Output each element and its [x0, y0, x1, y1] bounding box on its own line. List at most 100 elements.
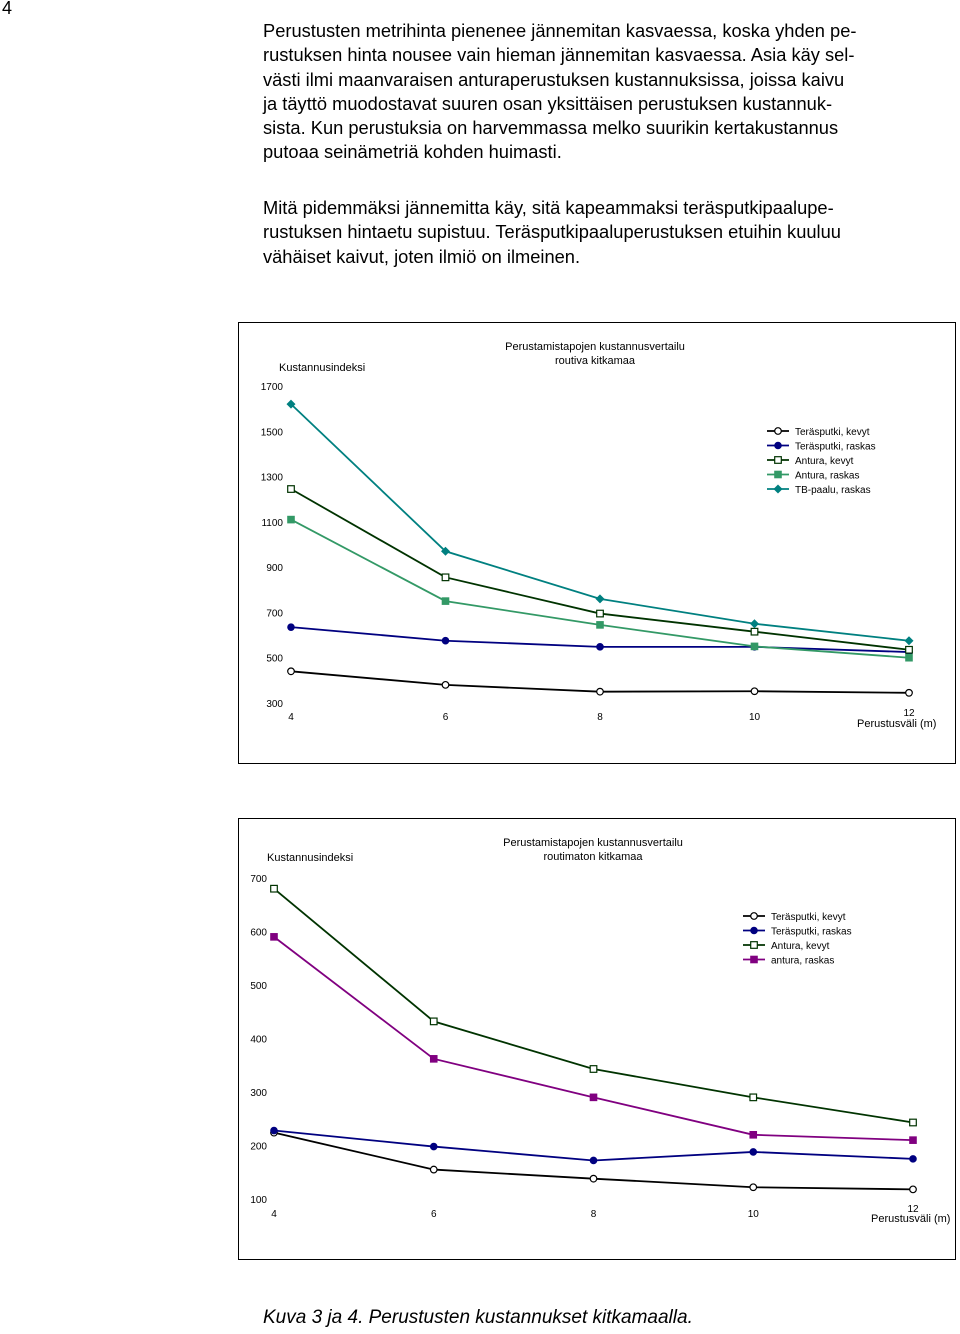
legend-marker [774, 427, 782, 435]
y-tick-label: 400 [250, 1035, 267, 1046]
data-point [596, 643, 604, 651]
legend-label: Antura, kevyt [771, 941, 830, 952]
paragraph-2-line: Mitä pidemmäksi jännemitta käy, sitä kap… [263, 197, 834, 218]
y-axis-label: Kustannusindeksi [267, 852, 353, 864]
data-point [429, 1142, 438, 1151]
x-tick-label: 4 [288, 712, 294, 723]
series-line [290, 518, 910, 659]
chart-subtitle: routimaton kitkamaa [543, 851, 643, 863]
data-point [909, 1185, 917, 1194]
legend-marker [750, 926, 758, 935]
data-point [589, 1093, 598, 1102]
chart-svg: Perustamistapojen kustannusvertailu routi… [261, 341, 937, 730]
data-point [287, 623, 295, 631]
data-point [909, 1118, 917, 1127]
legend-label: Teräsputki, kevyt [771, 912, 846, 923]
y-tick-label: 600 [250, 928, 267, 939]
chart-title: Perustamistapojen kustannusvertailu [505, 341, 685, 353]
paragraph-1-line: putoaa seinämetriä kohden huimasti. [263, 141, 562, 163]
data-point [286, 399, 296, 409]
data-point [429, 1165, 438, 1174]
data-point [749, 1148, 758, 1156]
figure-caption: Kuva 3 ja 4. Perustusten kustannukset ki… [263, 1307, 693, 1328]
cost-chart-non-frost: Perustamistapojen kustannusvertailu routi… [238, 818, 956, 1260]
legend-marker [774, 470, 782, 479]
series-line [273, 888, 914, 1124]
paragraph-1: Perustusten metrihinta pienenee jännemit… [263, 19, 953, 165]
paragraph-1-line: Perustusten metrihinta pienenee jännemit… [263, 20, 857, 41]
data-point [589, 1065, 598, 1073]
y-tick-label: 300 [250, 1088, 267, 1099]
data-point [270, 1126, 278, 1135]
legend-marker [774, 456, 782, 464]
data-point [749, 619, 760, 629]
paragraph-2-line: vähäiset kaivut, joten ilmiö on ilmeinen… [263, 245, 581, 267]
chart-svg: Perustamistapojen kustannusvertailu routi… [250, 837, 950, 1225]
data-point [287, 515, 295, 524]
legend-label: Teräsputki, raskas [771, 927, 852, 938]
series-line [290, 403, 910, 642]
data-point [905, 688, 913, 697]
data-point [441, 680, 450, 689]
y-tick-label: 1300 [261, 473, 284, 484]
y-tick-label: 1100 [261, 518, 283, 529]
data-point [287, 667, 295, 676]
data-point [429, 1017, 438, 1026]
y-tick-label: 700 [250, 874, 267, 885]
data-point [440, 546, 451, 556]
chart-title: Perustamistapojen kustannusvertailu [503, 837, 683, 849]
data-point [429, 1055, 438, 1063]
y-tick-label: 100 [250, 1195, 267, 1206]
chart-subtitle: routiva kitkamaa [555, 355, 636, 367]
legend-label: Teräsputki, kevyt [795, 427, 870, 438]
x-tick-label: 8 [597, 712, 603, 723]
data-point [589, 1156, 598, 1165]
data-point [750, 627, 759, 636]
paragraph-1-line: ja täyttö muodostavat suuren osan yksitt… [263, 92, 833, 114]
paragraph-2-line: rustuksen hintaetu supistuu. Teräsputkip… [263, 221, 841, 243]
x-tick-label: 10 [749, 712, 761, 723]
data-point [749, 1093, 758, 1102]
data-point [750, 642, 759, 651]
data-point [596, 687, 604, 696]
data-point [441, 636, 450, 645]
data-point [909, 1155, 917, 1163]
y-tick-label: 200 [250, 1142, 267, 1153]
data-point [596, 609, 604, 618]
data-point [270, 933, 278, 941]
data-point [595, 594, 605, 604]
y-tick-label: 300 [266, 699, 283, 710]
data-point [287, 485, 295, 493]
x-tick-label: 12 [903, 708, 915, 719]
paragraph-1-line: sista. Kun perustuksia on harvemmassa me… [263, 117, 839, 139]
x-tick-label: 12 [907, 1204, 919, 1215]
x-tick-label: 6 [443, 712, 449, 723]
y-tick-label: 500 [266, 654, 283, 665]
x-tick-label: 4 [271, 1209, 277, 1220]
legend-marker [774, 441, 782, 450]
data-point [749, 1183, 758, 1192]
data-point [905, 653, 913, 662]
legend-label: TB-paalu, raskas [795, 485, 871, 496]
x-axis-label: Perustusväli (m) [857, 718, 936, 730]
paragraph-1-line: rustuksen hinta nousee vain hieman jänne… [263, 44, 855, 66]
y-tick-label: 1500 [261, 427, 284, 438]
y-axis-label: Kustannusindeksi [279, 362, 365, 374]
legend-label: Antura, raskas [795, 471, 859, 482]
y-tick-label: 1700 [261, 382, 284, 393]
legend-label: Teräsputki, raskas [795, 442, 876, 453]
data-point [904, 636, 914, 646]
paragraph-2: Mitä pidemmäksi jännemitta käy, sitä kap… [263, 196, 953, 269]
legend-label: antura, raskas [771, 956, 834, 967]
x-axis-label: Perustusväli (m) [871, 1213, 950, 1225]
data-point [905, 645, 913, 654]
series-line [273, 1129, 914, 1162]
x-tick-label: 8 [591, 1209, 597, 1220]
y-tick-label: 500 [250, 981, 267, 992]
legend-marker [750, 912, 758, 920]
legend-marker [750, 941, 758, 949]
y-tick-label: 700 [266, 608, 283, 619]
y-tick-label: 900 [266, 563, 283, 574]
data-point [441, 573, 450, 582]
data-point [750, 687, 759, 696]
